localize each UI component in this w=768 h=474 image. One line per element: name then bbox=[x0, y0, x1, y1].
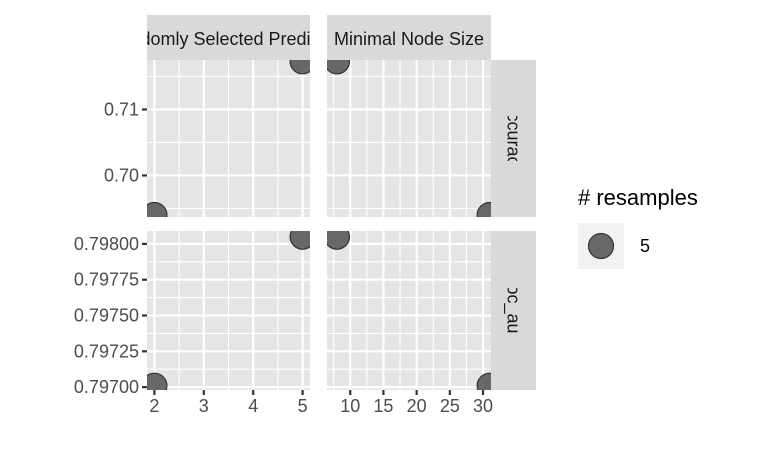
y-tick-label-1-3: 0.79775 bbox=[74, 270, 139, 290]
strip-top-0 bbox=[147, 15, 310, 60]
y-tick-label-0-1: 0.71 bbox=[104, 99, 139, 119]
x-tick-label-0-1: 3 bbox=[199, 396, 209, 416]
y-tick-label-1-0: 0.79700 bbox=[74, 377, 139, 397]
strip-label-1: Minimal Node Size bbox=[334, 29, 484, 49]
panel-accuracy-1 bbox=[327, 60, 491, 217]
strip-label-accuracy: accuracy bbox=[504, 102, 524, 174]
y-tick-label-1-1: 0.79725 bbox=[74, 341, 139, 361]
gridlines-0-0 bbox=[147, 60, 310, 217]
strip-right-0 bbox=[491, 60, 536, 217]
strip-label-0: Randomly Selected Predictors bbox=[107, 29, 349, 49]
gridlines-0-1 bbox=[327, 60, 491, 217]
legend-swatch-0 bbox=[587, 232, 615, 260]
data-point-5 bbox=[289, 231, 310, 250]
strip-right-1 bbox=[491, 231, 536, 390]
gridlines-1-1 bbox=[327, 231, 491, 390]
data-point-4 bbox=[147, 372, 168, 390]
x-tick-label-1-4: 30 bbox=[473, 396, 493, 416]
strip-label-roc_auc: roc_auc bbox=[503, 278, 524, 342]
x-tick-label-1-1: 15 bbox=[373, 396, 393, 416]
x-tick-label-1-0: 10 bbox=[340, 396, 360, 416]
x-tick-label-0-0: 2 bbox=[149, 396, 159, 416]
strip-top-1 bbox=[327, 15, 491, 60]
x-tick-label-1-2: 20 bbox=[407, 396, 427, 416]
x-tick-label-0-2: 4 bbox=[248, 396, 258, 416]
legend-label-0: 5 bbox=[640, 236, 650, 256]
y-tick-label-1-2: 0.79750 bbox=[74, 306, 139, 326]
y-tick-label-0-0: 0.70 bbox=[104, 165, 139, 185]
y-tick-label-1-4: 0.79800 bbox=[74, 234, 139, 254]
legend-title: # resamples bbox=[578, 185, 698, 210]
panel-roc_auc-1 bbox=[327, 231, 491, 390]
data-point-7 bbox=[476, 372, 491, 390]
data-point-0 bbox=[147, 201, 168, 217]
data-point-6 bbox=[327, 231, 351, 250]
gridlines-1-0 bbox=[147, 231, 310, 390]
x-tick-label-0-3: 5 bbox=[298, 396, 308, 416]
data-point-3 bbox=[476, 201, 491, 217]
data-point-1 bbox=[289, 60, 310, 75]
x-tick-label-1-3: 25 bbox=[440, 396, 460, 416]
data-point-2 bbox=[327, 60, 351, 75]
